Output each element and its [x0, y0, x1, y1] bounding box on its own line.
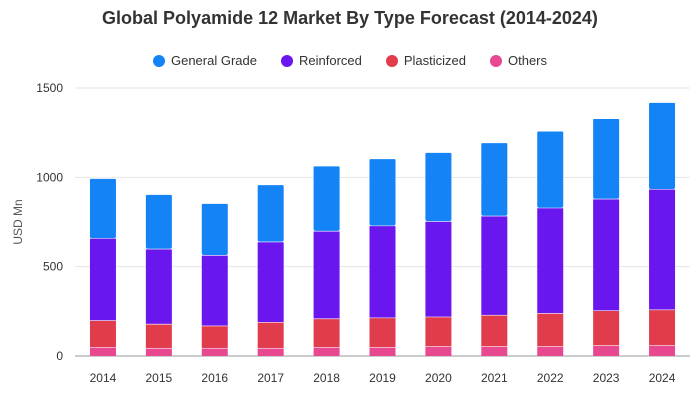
bar-segment	[593, 345, 620, 356]
x-tick-label: 2016	[201, 371, 228, 385]
x-tick-label: 2024	[649, 371, 676, 385]
bar-segment	[89, 238, 116, 321]
legend-label: General Grade	[170, 53, 257, 68]
bar-segment	[593, 198, 620, 311]
legend-swatch-reinforced	[280, 54, 293, 67]
x-tick-label: 2015	[146, 371, 173, 385]
bar-segment	[313, 347, 340, 356]
legend-swatch-others	[490, 54, 502, 67]
bar-segment	[425, 346, 452, 356]
bar-segment	[257, 184, 284, 242]
bar-segment	[145, 194, 172, 249]
legend-label: Others	[508, 53, 548, 68]
bar-segment	[201, 347, 228, 356]
y-tick-label: 500	[43, 260, 63, 274]
y-tick-label: 1000	[36, 170, 63, 184]
bar-segment	[537, 346, 564, 356]
y-tick-label: 1500	[36, 81, 63, 95]
bar-segment	[313, 230, 340, 319]
bar-segment	[593, 310, 620, 346]
bar-segment	[369, 158, 396, 226]
x-tick-label: 2018	[313, 371, 340, 385]
bar-segment	[481, 215, 508, 315]
bar-segment	[145, 347, 172, 356]
bar-segment	[257, 322, 284, 348]
bar-segment	[89, 178, 116, 239]
bar-segment	[89, 347, 116, 356]
x-tick-label: 2023	[593, 371, 620, 385]
bar-segment	[425, 221, 452, 317]
legend-item-reinforced[interactable]: Reinforced	[280, 53, 362, 68]
bar-segment	[201, 325, 228, 348]
bar-segment	[425, 152, 452, 222]
y-tick-label: 0	[56, 349, 63, 363]
bar-segment	[201, 203, 228, 256]
bar-segment	[649, 345, 676, 356]
bar-segment	[481, 142, 508, 216]
bar-segment	[537, 207, 564, 314]
bar-segment	[425, 316, 452, 347]
bar-segment	[257, 241, 284, 323]
x-tick-label: 2019	[369, 371, 396, 385]
bar-segment	[145, 323, 172, 348]
legend: General Grade Reinforced Plasticized Oth…	[0, 53, 700, 68]
x-tick-label: 2017	[257, 371, 284, 385]
bar-segment	[89, 320, 116, 348]
legend-item-plasticized[interactable]: Plasticized	[385, 53, 466, 68]
bar-segment	[537, 130, 564, 208]
chart-title: Global Polyamide 12 Market By Type Forec…	[102, 8, 598, 28]
x-tick-label: 2022	[537, 371, 564, 385]
y-axis-title: USD Mn	[11, 199, 25, 244]
legend-item-general-grade[interactable]: General Grade	[152, 53, 257, 68]
bar-segment	[313, 318, 340, 348]
bar-segment	[481, 314, 508, 347]
legend-swatch-general-grade	[152, 54, 165, 67]
bar-segment	[649, 102, 676, 189]
bar-segment	[313, 165, 340, 231]
bar-segment	[649, 188, 676, 310]
bar-segment	[537, 313, 564, 347]
legend-item-others[interactable]: Others	[490, 53, 547, 68]
bar-segment	[257, 347, 284, 356]
bar-segment	[369, 225, 396, 318]
x-tick-label: 2020	[425, 371, 452, 385]
legend-label: Reinforced	[298, 53, 362, 68]
bar-segment	[369, 317, 396, 348]
bar-segment	[145, 248, 172, 324]
legend-swatch-plasticized	[385, 54, 398, 67]
bar-segment	[593, 118, 620, 199]
bar-segment	[649, 309, 676, 346]
legend-label: Plasticized	[403, 53, 466, 68]
x-tick-label: 2021	[481, 371, 508, 385]
bar-segment	[481, 346, 508, 356]
x-tick-label: 2014	[90, 371, 117, 385]
bar-segment	[369, 347, 396, 356]
bar-segment	[201, 255, 228, 326]
